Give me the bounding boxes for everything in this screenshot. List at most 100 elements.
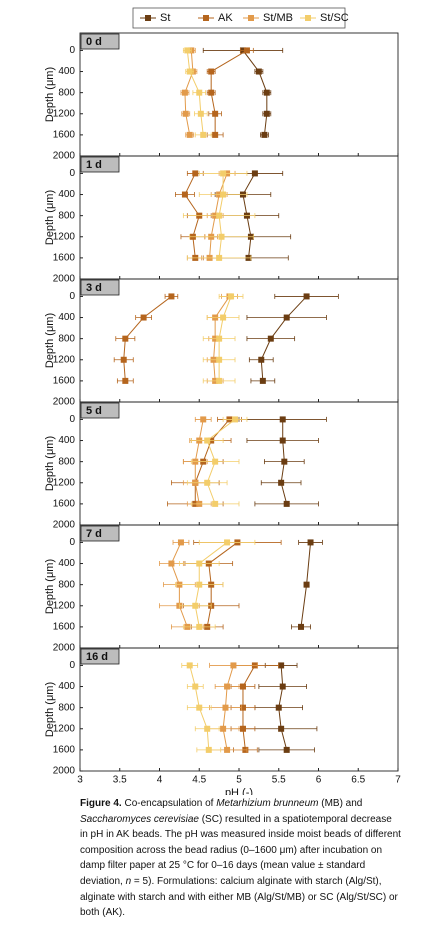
data-point [216,254,223,261]
data-point [204,725,211,732]
data-point [192,170,199,177]
y-tick-label: 1200 [53,231,76,242]
data-point [192,602,199,609]
y-tick-label: 2000 [53,643,76,654]
series-line [210,49,248,135]
panel-label-box [80,402,120,419]
data-point [181,191,188,198]
plot-frame [79,155,399,280]
panel-label-box [80,648,120,665]
y-tick-label: 400 [58,435,75,446]
data-point [208,68,215,75]
data-point [212,458,219,465]
data-point [243,47,250,54]
y-tick-label: 1200 [53,108,76,119]
data-point [220,170,227,177]
data-point [216,335,223,342]
data-point [196,704,203,711]
data-point [208,89,215,96]
caption-text: = 5). Formulations: calcium alginate wit… [80,875,398,919]
y-tick-label: 0 [69,660,75,671]
data-point [251,170,258,177]
legend-marker [248,15,254,21]
caption-label: Figure 4. [80,798,122,809]
data-point [224,683,231,690]
data-point [220,314,227,321]
x-tick-label: 6.5 [351,775,365,786]
data-point [224,746,231,753]
x-tick-label: 3 [77,775,83,786]
data-point [184,47,191,54]
panel-label: 5 d [86,405,102,417]
data-point [168,560,175,567]
y-tick-label: 800 [58,210,75,221]
legend-marker [305,15,311,21]
y-tick-label: 1600 [53,745,76,756]
data-point [216,212,223,219]
data-point [239,683,246,690]
data-point [283,500,290,507]
data-point [186,662,193,669]
caption-text: (MB) and [318,798,363,809]
data-point [204,479,211,486]
y-tick-label: 1600 [53,622,76,633]
panel-label: 3 d [86,282,102,294]
x-tick-label: 3.5 [113,775,127,786]
y-tick-label: 800 [58,87,75,98]
data-point [196,560,203,567]
x-tick-label: 6 [316,775,322,786]
caption-text: Co-encapsulation of [121,798,217,809]
data-point [283,746,290,753]
data-point [278,479,285,486]
data-point [279,437,286,444]
y-tick-label: 400 [58,681,75,692]
data-point [283,314,290,321]
y-tick-label: 1600 [53,130,76,141]
data-point [220,191,227,198]
y-tick-label: 800 [58,456,75,467]
data-point [261,131,268,138]
data-point [230,662,237,669]
x-axis-label: pH (-) [225,787,253,795]
legend-label: St/SC [320,12,349,24]
data-point [258,356,265,363]
y-tick-label: 0 [69,414,75,425]
data-point [298,623,305,630]
y-tick-label: 400 [58,312,75,323]
y-tick-label: 400 [58,66,75,77]
data-point [303,581,310,588]
data-point [196,623,203,630]
data-point [212,500,219,507]
y-tick-label: 800 [58,579,75,590]
panel-label-box [80,156,120,173]
data-point [218,233,225,240]
y-tick-label: 0 [69,168,75,179]
panel-label: 1 d [86,159,102,171]
data-point [181,89,188,96]
data-point [263,89,270,96]
data-point [205,746,212,753]
data-point [120,356,127,363]
y-tick-label: 1200 [53,600,76,611]
data-point [279,416,286,423]
data-point [281,458,288,465]
data-point [200,131,207,138]
y-tick-label: 1200 [53,354,76,365]
data-point [279,683,286,690]
y-axis-label: Depth (μm) [44,313,56,368]
legend-marker [203,15,209,21]
data-point [212,110,219,117]
data-point [204,437,211,444]
x-tick-label: 5.5 [272,775,286,786]
data-point [220,725,227,732]
y-tick-label: 2000 [53,766,76,777]
x-tick-label: 7 [395,775,401,786]
y-tick-label: 400 [58,189,75,200]
y-tick-label: 1600 [53,253,76,264]
data-point [216,377,223,384]
panel-label: 0 d [86,36,102,48]
data-point [177,539,184,546]
panel-label: 7 d [86,528,102,540]
caption-text: n [125,875,132,887]
data-point [278,725,285,732]
